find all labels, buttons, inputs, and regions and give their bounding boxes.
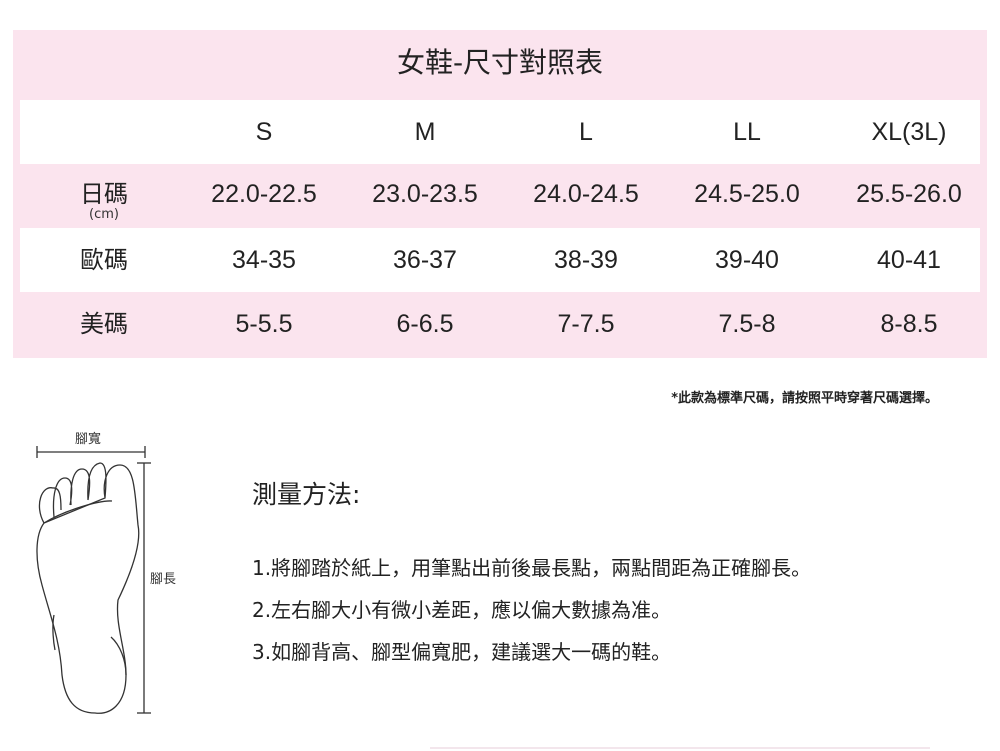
table-cell: 24.0-24.5: [533, 180, 639, 208]
size-header: M: [414, 118, 436, 146]
table-cell: 34-35: [232, 246, 296, 274]
size-header: S: [255, 118, 273, 146]
table-cell: 40-41: [877, 246, 941, 274]
size-note: *此款為標準尺碼，請按照平時穿著尺碼選擇。: [671, 391, 938, 406]
table-cell: 38-39: [554, 246, 618, 274]
table-cell: 25.5-26.0: [856, 180, 962, 208]
size-header: XL(3L): [871, 118, 947, 146]
divider: [430, 747, 930, 749]
table-cell: 23.0-23.5: [372, 180, 478, 208]
row-label: 美碼: [80, 310, 128, 338]
method-step: 1.將腳踏於紙上，用筆點出前後最長點，兩點間距為正確腳長。: [252, 556, 812, 580]
row-unit: (cm): [89, 207, 119, 222]
table-row-jp: 日碼 (cm) 22.0-22.5 23.0-23.5 24.0-24.5 24…: [20, 162, 980, 226]
size-header: LL: [733, 118, 761, 146]
method-step: 3.如腳背高、腳型偏寬肥，建議選大一碼的鞋。: [252, 640, 672, 664]
table-cell: 5-5.5: [235, 310, 293, 338]
size-table: 女鞋-尺寸對照表 S M L LL XL(3L) 日碼 (cm) 22.0-22…: [13, 30, 987, 358]
method-step: 2.左右腳大小有微小差距，應以偏大數據為准。: [252, 598, 672, 622]
foot-length-label: 腳長: [150, 572, 176, 587]
row-label: 歐碼: [80, 246, 128, 274]
size-header: L: [579, 118, 593, 146]
foot-diagram-icon: 腳寬 腳長: [36, 431, 176, 714]
size-header-row: S M L LL XL(3L): [20, 100, 980, 164]
table-cell: 6-6.5: [396, 310, 454, 338]
table-row-us: 美碼 5-5.5 6-6.5 7-7.5 7.5-8 8-8.5: [20, 292, 980, 356]
table-cell: 22.0-22.5: [211, 180, 317, 208]
foot-width-label: 腳寬: [75, 431, 101, 447]
table-title: 女鞋-尺寸對照表: [396, 46, 604, 79]
row-label: 日碼: [80, 180, 128, 208]
table-cell: 7-7.5: [557, 310, 615, 338]
table-cell: 36-37: [393, 246, 457, 274]
table-cell: 7.5-8: [718, 310, 776, 338]
table-cell: 8-8.5: [880, 310, 938, 338]
table-row-eu: 歐碼 34-35 36-37 38-39 39-40 40-41: [20, 228, 980, 292]
table-cell: 24.5-25.0: [694, 180, 800, 208]
table-cell: 39-40: [715, 246, 779, 274]
method-title: 測量方法:: [252, 480, 361, 509]
